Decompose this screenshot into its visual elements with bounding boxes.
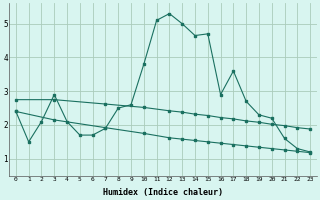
X-axis label: Humidex (Indice chaleur): Humidex (Indice chaleur): [103, 188, 223, 197]
